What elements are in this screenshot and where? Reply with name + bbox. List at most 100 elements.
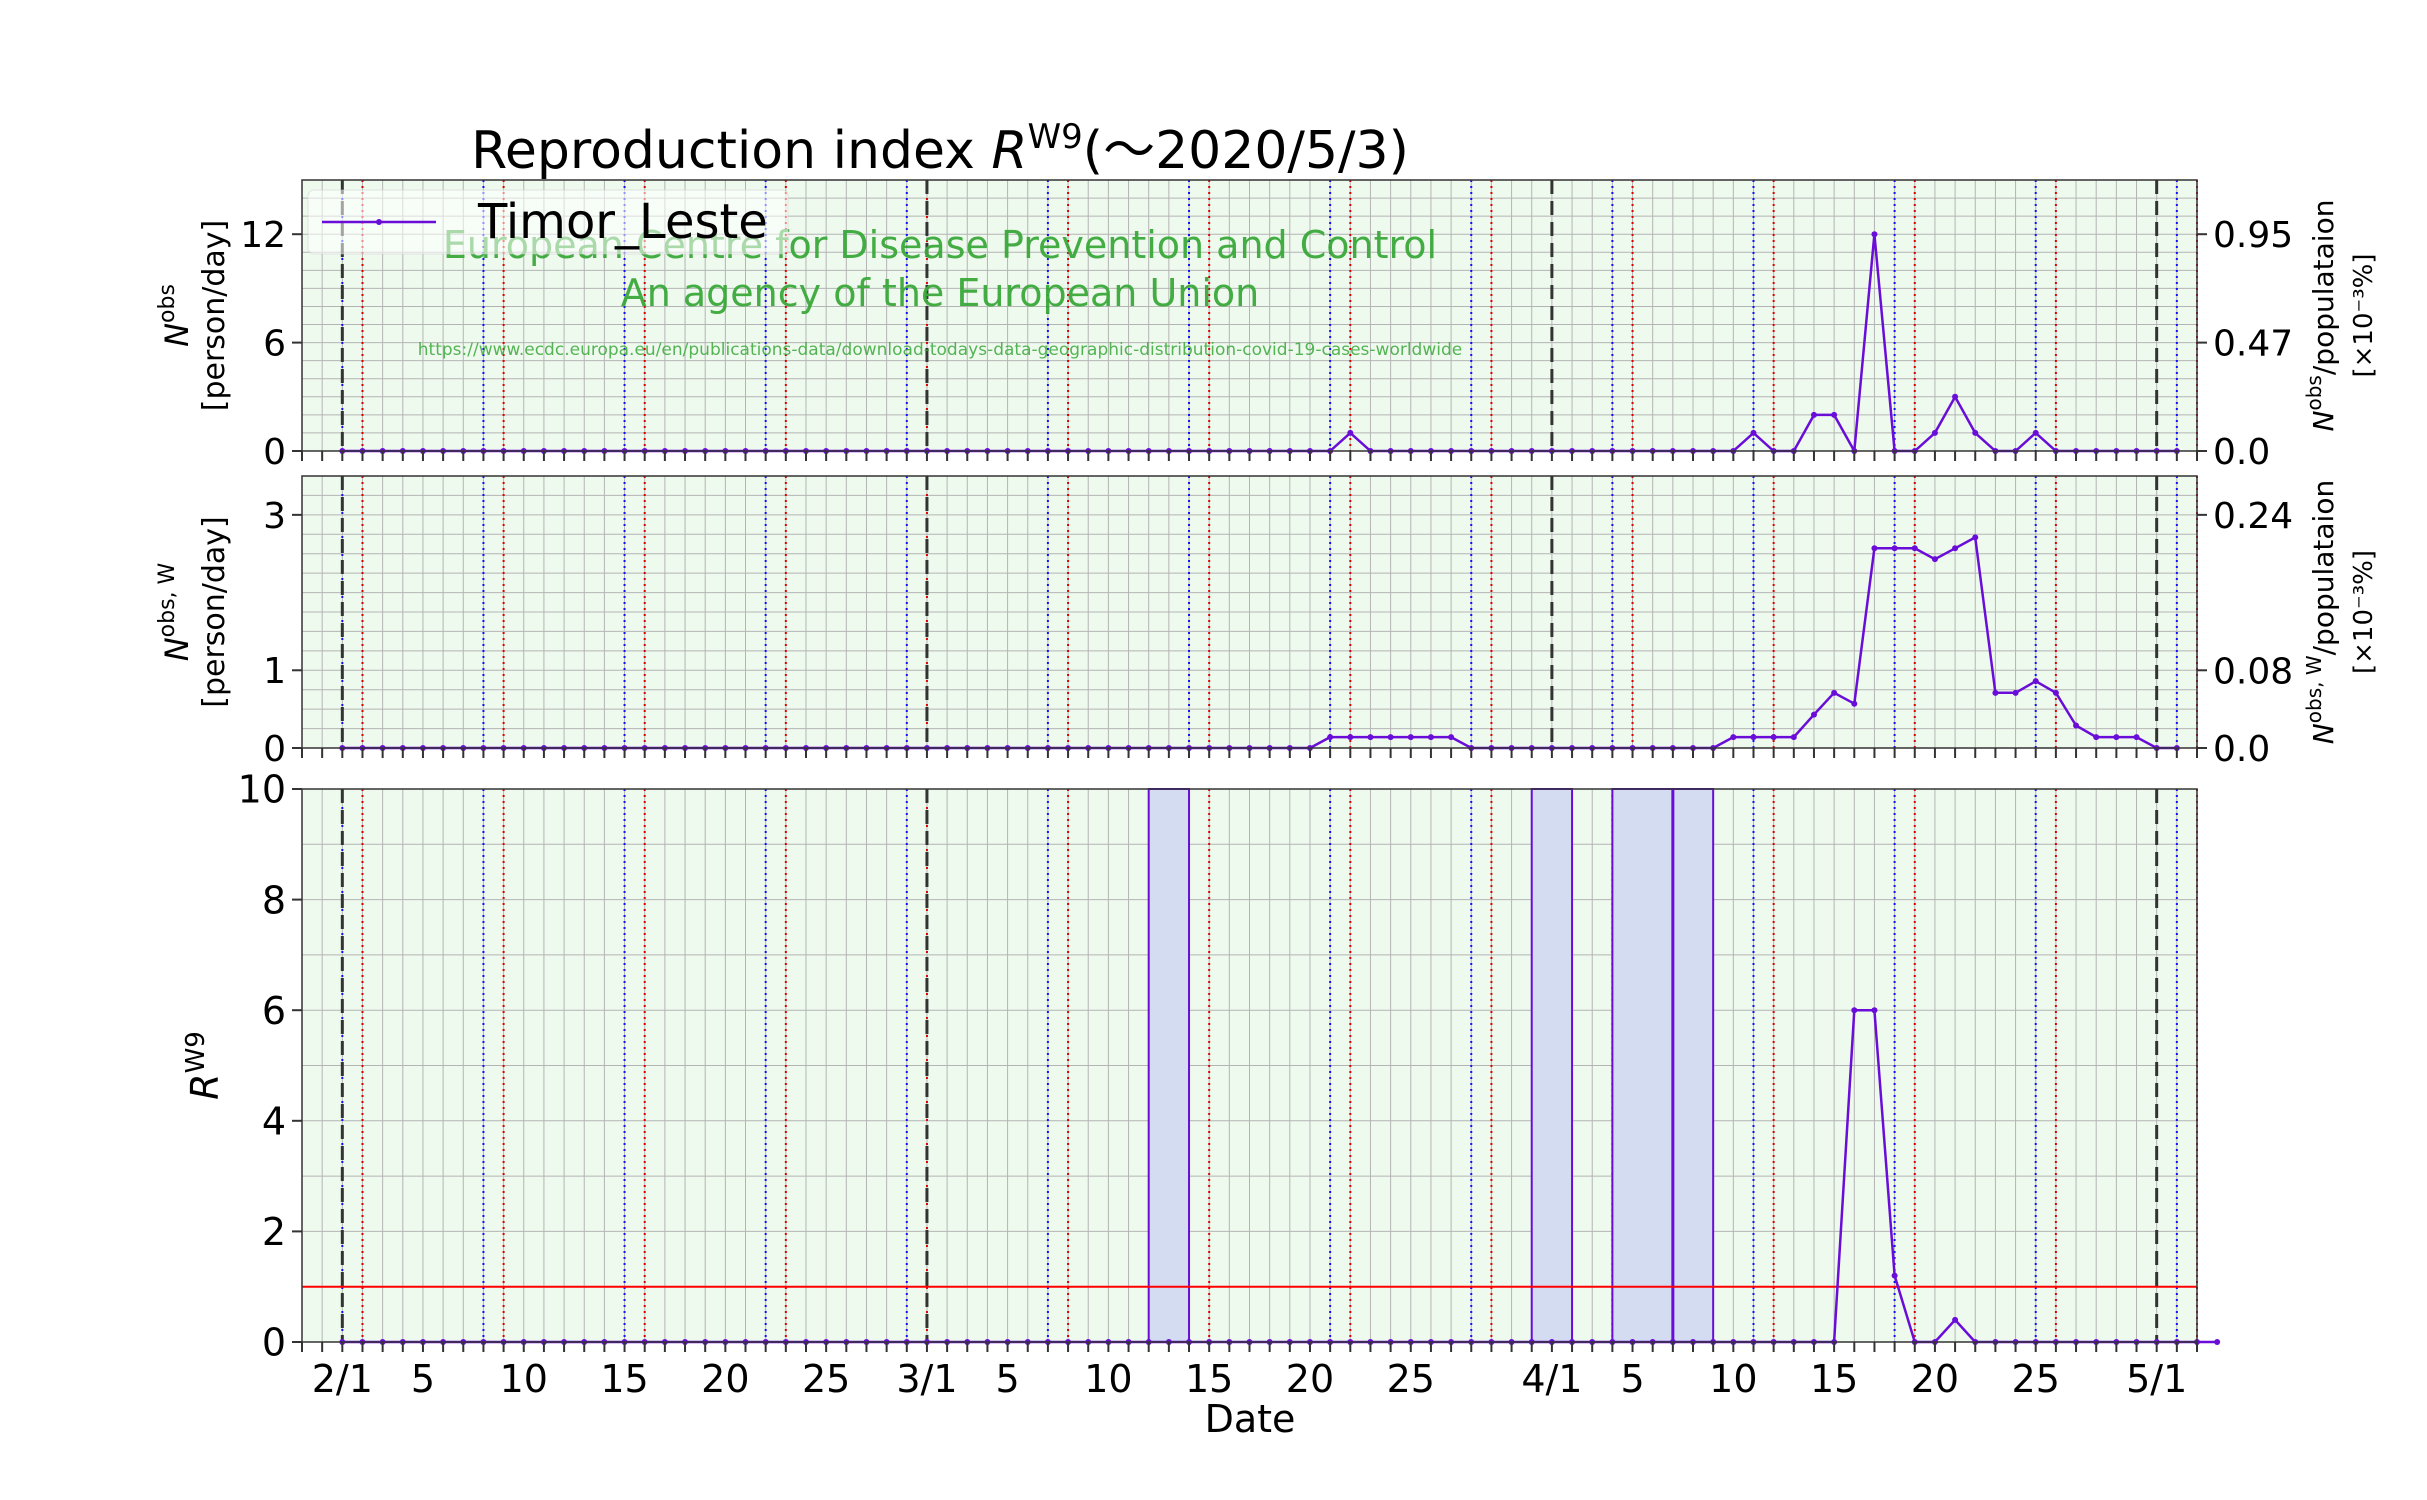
- chart-title: Reproduction index RW9(〜2020/5/3): [471, 117, 1409, 181]
- y-label-superscript: obs, W: [155, 562, 180, 637]
- data-point: [2052, 689, 2059, 696]
- x-tick-label: 15: [1185, 1357, 1233, 1401]
- y-axis-unit: [person/day]: [197, 516, 232, 708]
- data-point: [2214, 1339, 2221, 1345]
- y-tick-label: 0: [262, 1321, 286, 1365]
- data-point: [1367, 734, 1374, 741]
- y-label-superscript: W9: [181, 1031, 211, 1073]
- y-tick-label: 0: [263, 729, 286, 770]
- y2-tick-label: 0.47: [2213, 324, 2293, 365]
- y2-tick-label: 0.0: [2213, 432, 2270, 473]
- title-suffix: (〜2020/5/3): [1083, 121, 1409, 181]
- y-tick-label: 10: [238, 768, 286, 812]
- legend: Timor_Leste: [307, 189, 789, 255]
- x-tick-label: 10: [1709, 1357, 1757, 1401]
- data-point: [1427, 734, 1434, 741]
- data-point: [1831, 689, 1838, 696]
- y2-label-rest: /populataion: [2307, 200, 2340, 376]
- data-point: [1347, 429, 1354, 436]
- x-tick-label: 25: [1387, 1357, 1435, 1401]
- x-tick-label: 10: [500, 1357, 548, 1401]
- x-tick-label: 20: [1911, 1357, 1959, 1401]
- y-axis-label: RW9: [181, 1031, 227, 1100]
- y-label-superscript: obs: [155, 284, 180, 323]
- legend-label: Timor_Leste: [477, 194, 768, 250]
- data-point: [2133, 734, 2140, 741]
- data-point: [1448, 734, 1455, 741]
- data-point: [1931, 429, 1938, 436]
- data-point: [1952, 545, 1959, 552]
- x-axis-label: Date: [1205, 1397, 1296, 1441]
- y2-axis-label: Nobs/populataion: [2302, 200, 2340, 432]
- data-point: [1327, 734, 1334, 741]
- data-point: [1871, 545, 1878, 552]
- data-point: [1831, 411, 1838, 418]
- y-axis-unit: [person/day]: [197, 220, 232, 412]
- y2-tick-label: 0.24: [2213, 496, 2293, 537]
- data-point: [1871, 231, 1878, 238]
- y2-axis-label: Nobs, W/populataion: [2302, 480, 2340, 744]
- y-label-symbol: N: [158, 637, 196, 661]
- data-point: [2073, 722, 2080, 729]
- y2-axis-unit: [×10⁻³%]: [2349, 253, 2379, 377]
- data-point: [1851, 1007, 1858, 1014]
- y-tick-label: 0: [263, 432, 286, 473]
- y-tick-label: 12: [240, 215, 286, 256]
- data-point: [2093, 734, 2100, 741]
- data-point: [1972, 534, 1979, 541]
- y-tick-label: 6: [263, 324, 286, 365]
- y2-axis-unit: [×10⁻³%]: [2349, 550, 2379, 674]
- divergence-span: [1147, 788, 1191, 1343]
- data-point: [1992, 689, 1999, 696]
- y-label-symbol: N: [158, 323, 196, 347]
- y2-label-superscript: obs: [2302, 375, 2326, 410]
- data-point: [1347, 734, 1354, 741]
- y2-tick-label: 0.08: [2213, 651, 2293, 692]
- data-point: [1891, 545, 1898, 552]
- title-superscript: W9: [1028, 117, 1083, 157]
- y-tick-label: 4: [262, 1099, 286, 1143]
- y-tick-label: 8: [262, 878, 286, 922]
- x-tick-label: 4/1: [1521, 1357, 1582, 1401]
- y2-tick-label: 0.0: [2213, 729, 2270, 770]
- y2-label-superscript: obs, W: [2302, 655, 2326, 723]
- data-point: [1810, 411, 1817, 418]
- data-point: [1952, 1316, 1959, 1323]
- watermark: European Centre for Disease Prevention a…: [418, 223, 1462, 360]
- divergence-span: [1530, 788, 1574, 1343]
- y2-tick-label: 0.95: [2213, 215, 2293, 256]
- x-tick-label: 15: [1810, 1357, 1858, 1401]
- data-point: [2032, 429, 2039, 436]
- data-point: [1387, 734, 1394, 741]
- x-tick-label: 2/1: [312, 1357, 373, 1401]
- x-tick-label: 5: [1620, 1357, 1644, 1401]
- panel-reproduction_index: 0 2 4 6 8 10 RW9: [181, 768, 2221, 1365]
- y-axis-label: Nobs: [155, 284, 196, 347]
- data-point: [1730, 734, 1737, 741]
- y2-label-symbol: N: [2307, 723, 2340, 744]
- y-axis-label: Nobs, W: [155, 562, 196, 661]
- legend-box: [307, 189, 789, 255]
- data-point: [2032, 678, 2039, 685]
- watermark-url: https://www.ecdc.europa.eu/en/publicatio…: [418, 340, 1462, 360]
- y-tick-label: 3: [263, 496, 286, 537]
- data-point: [1407, 734, 1414, 741]
- y-label-symbol: R: [183, 1073, 227, 1099]
- x-tick-label: 5/1: [2126, 1357, 2187, 1401]
- title-symbol: R: [991, 121, 1027, 181]
- data-point: [1911, 545, 1918, 552]
- title-prefix: Reproduction index: [471, 121, 991, 181]
- data-point: [1810, 711, 1817, 718]
- x-tick-label: 20: [701, 1357, 749, 1401]
- y-tick-label: 2: [262, 1210, 286, 1254]
- y2-label-rest: /populataion: [2307, 480, 2340, 656]
- x-tick-label: 25: [2012, 1357, 2060, 1401]
- data-point: [2012, 689, 2019, 696]
- x-tick-label: 5: [995, 1357, 1019, 1401]
- y-tick-label: 6: [262, 989, 286, 1033]
- data-point: [1931, 556, 1938, 563]
- y-tick-label: 1: [263, 651, 286, 692]
